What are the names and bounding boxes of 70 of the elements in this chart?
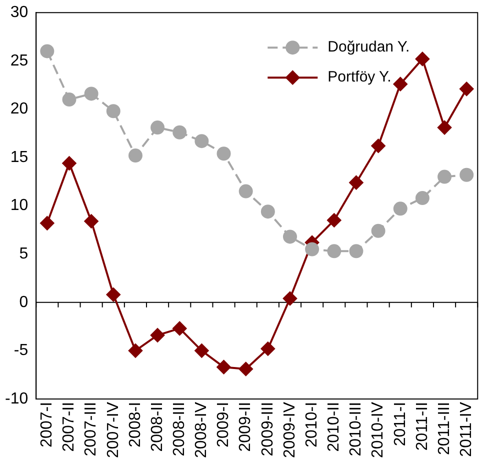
point xyxy=(106,104,120,118)
point xyxy=(194,344,209,358)
point xyxy=(460,82,474,96)
x-tick-label: 2011-II xyxy=(414,402,431,451)
point xyxy=(84,86,98,101)
point xyxy=(40,216,54,230)
point xyxy=(438,170,452,184)
x-tick-label: 2010-IV xyxy=(370,402,387,458)
point xyxy=(194,134,209,148)
point xyxy=(150,328,165,342)
point xyxy=(415,52,430,66)
point xyxy=(349,244,364,258)
x-tick-label: 2007-II xyxy=(60,402,78,452)
y-tick-label: 25 xyxy=(10,52,28,70)
x-tick-label: 2010-III xyxy=(348,402,365,456)
y-tick-label: 0 xyxy=(19,294,28,311)
x-tick-label: 2010-II xyxy=(326,402,343,452)
x-tick-label: 2011-III xyxy=(436,402,453,456)
legend-label: Doğrudan Y. xyxy=(328,38,410,56)
point xyxy=(305,242,320,256)
y-tick-label: 5 xyxy=(19,245,28,262)
x-tick-label: 2008-II xyxy=(148,402,166,452)
point xyxy=(371,224,386,238)
point xyxy=(172,125,187,140)
point xyxy=(216,146,231,161)
point xyxy=(349,176,364,190)
y-tick-label: 20 xyxy=(10,100,28,118)
x-tick-label: 2011-IV xyxy=(458,402,476,457)
point xyxy=(327,244,342,258)
y-tick-label: -10 xyxy=(5,390,28,408)
x-tick-label: 2009-III xyxy=(259,402,276,456)
legend-label: Portföy Y. xyxy=(328,68,392,86)
x-tick-label: 2011-I xyxy=(392,402,409,446)
x-tick-label: 2007-IV xyxy=(104,402,122,458)
point xyxy=(150,120,165,135)
y-tick-label: -5 xyxy=(14,342,28,360)
point xyxy=(260,342,275,356)
point xyxy=(238,362,253,376)
point xyxy=(460,168,474,182)
point xyxy=(327,213,342,228)
point xyxy=(282,230,297,244)
point xyxy=(438,120,452,135)
point xyxy=(40,44,54,58)
y-tick-label: 15 xyxy=(10,148,28,166)
point xyxy=(393,77,408,92)
x-tick-label: 2008-IV xyxy=(193,402,210,458)
point xyxy=(62,156,76,170)
y-tick-label: 30 xyxy=(10,4,28,22)
point xyxy=(371,138,386,153)
x-tick-label: 2008-I xyxy=(126,402,144,448)
x-tick-label: 2007-III xyxy=(82,402,100,456)
x-tick-label: 2010-I xyxy=(303,402,320,448)
point xyxy=(62,92,76,107)
point xyxy=(282,292,297,306)
point xyxy=(415,191,430,206)
point xyxy=(84,214,98,228)
x-tick-label: 2009-I xyxy=(215,402,232,448)
point xyxy=(260,204,275,219)
y-tick-label: 10 xyxy=(10,197,28,214)
point xyxy=(216,360,231,374)
x-tick-label: 2009-IV xyxy=(281,402,298,458)
point xyxy=(106,288,120,302)
x-tick-label: 2009-II xyxy=(237,402,254,452)
x-tick-label: 2008-III xyxy=(171,402,188,456)
point xyxy=(393,202,408,216)
x-tick-label: 2007-I xyxy=(38,402,56,448)
point xyxy=(128,148,142,163)
point xyxy=(238,184,253,198)
point xyxy=(128,344,142,358)
point xyxy=(172,321,187,336)
